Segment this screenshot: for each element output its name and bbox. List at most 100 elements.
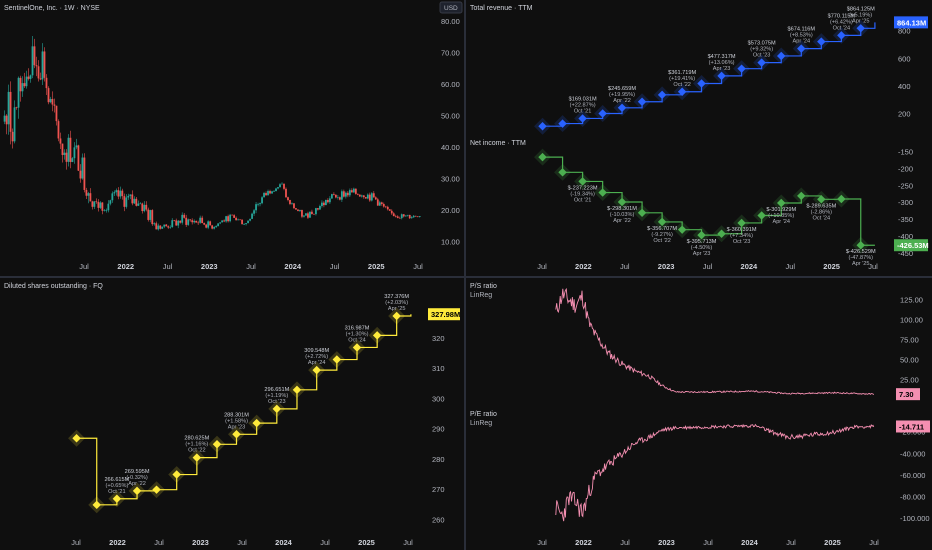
candle-body (105, 210, 108, 211)
time-tick-label: Jul (320, 538, 330, 547)
candle-body (352, 188, 355, 193)
candle-body (179, 220, 182, 223)
ps-pane[interactable]: P/S ratio LinReg 125.00 100.00 75.00 50.00 25.… (466, 278, 932, 406)
candle-body (392, 213, 395, 217)
data-point-marker (717, 229, 726, 238)
data-point-marker (817, 37, 826, 46)
candle-body (406, 214, 409, 216)
date-label: Oct '22 (188, 448, 206, 454)
candle-body (412, 215, 415, 218)
value-label: 269.595M (125, 469, 150, 475)
value-tick-label: -40.000 (900, 449, 925, 458)
time-tick-label: 2025 (824, 538, 841, 547)
horizontal-divider[interactable] (0, 276, 932, 278)
ps-ratio-chart[interactable]: P/S ratio LinReg 125.00 100.00 75.00 50.00 25.… (466, 278, 932, 406)
candle-body (99, 202, 102, 208)
candle-body (217, 223, 220, 227)
candle-body (229, 214, 232, 222)
candle-body (75, 145, 78, 148)
data-point-marker (797, 44, 806, 53)
value-tick-label: 200 (898, 110, 911, 119)
candle-body (247, 220, 249, 224)
candle-body (57, 121, 60, 139)
candle-body (233, 215, 235, 218)
date-label: Apr '24 (793, 39, 811, 45)
candle-body (285, 188, 287, 198)
candle-body (408, 214, 411, 219)
date-label: Oct '24 (348, 337, 366, 343)
candle-body (344, 192, 347, 197)
date-label: Apr '22 (128, 481, 146, 487)
indicator-title: Diluted shares outstanding · FQ (4, 283, 103, 290)
candle-body (249, 218, 251, 221)
candle-body (223, 220, 226, 222)
candle-body (23, 83, 26, 87)
change-label: (+1.58%) (225, 418, 248, 424)
data-point-marker (737, 64, 746, 73)
candle-body (293, 203, 295, 209)
data-point-marker (538, 152, 547, 162)
time-tick-label: Jul (703, 538, 713, 547)
time-tick-label: 2024 (275, 538, 293, 547)
candle-body (400, 214, 403, 219)
ratio-line (555, 287, 875, 396)
pe-ratio-chart[interactable]: P/E ratioLinReg-20.000-40.000-60.000-80.… (466, 406, 932, 550)
candle-body (334, 194, 337, 198)
change-label: (+13.06%) (709, 60, 735, 66)
indicator-title: P/S ratio (470, 283, 497, 290)
value-tick-label: 600 (898, 54, 911, 63)
value-label: $-360.391M (727, 227, 757, 233)
change-label: (+1.16%) (185, 442, 208, 448)
time-tick-label: Jul (413, 262, 423, 271)
candle-body (103, 210, 106, 211)
value-tick-label: -400 (898, 232, 913, 241)
date-label: Oct '24 (813, 215, 831, 221)
change-label: (+6.42%) (830, 19, 853, 25)
pe-pane[interactable]: P/E ratioLinReg-20.000-40.000-60.000-80.… (466, 406, 932, 550)
candle-body (342, 191, 345, 197)
candle-body (71, 158, 74, 162)
candle-body (396, 216, 399, 218)
data-point-marker (617, 197, 627, 207)
shares-chart[interactable]: Diluted shares outstanding · FQ 320 310 300… (0, 278, 464, 550)
candle-body (21, 83, 24, 92)
candle-body (265, 193, 267, 196)
value-tick-label: -100.000 (900, 514, 930, 523)
candle-body (79, 170, 82, 179)
revenue-pane[interactable]: Total revenue · TTM 800 600 400 200 $169.031M… (466, 0, 932, 135)
shares-pane[interactable]: Diluted shares outstanding · FQ 320 310 300… (0, 278, 464, 550)
last-value-text: -426.53M (897, 241, 929, 250)
candle-body (47, 88, 50, 103)
candle-body (17, 77, 20, 108)
value-tick-label: 270 (432, 485, 445, 494)
candle-body (350, 190, 353, 193)
candle-body (165, 224, 168, 227)
netincome-pane[interactable]: Net income · TTM -150 -200 -250 -300 -350 -400… (466, 135, 932, 276)
candle-body (356, 193, 359, 195)
change-label: (+10.85%) (768, 213, 794, 219)
candle-body (269, 191, 271, 194)
price-pane[interactable]: SentinelOne, Inc. · 1W · NYSE USD 80.00 70.… (0, 0, 464, 276)
data-point-marker (717, 71, 726, 81)
candle-body (19, 77, 22, 92)
value-label: 327.376M (384, 294, 409, 300)
candle-body (243, 224, 245, 225)
change-label: (+5.19%) (849, 12, 872, 18)
value-tick-label: 290 (432, 425, 445, 434)
candle-body (321, 202, 323, 207)
candle-body (185, 217, 188, 225)
revenue-chart[interactable]: Total revenue · TTM 800 600 400 200 $169.031M… (466, 0, 932, 135)
candle-body (51, 98, 54, 105)
net-income-chart[interactable]: Net income · TTM -150 -200 -250 -300 -350 -400… (466, 135, 932, 276)
candle-body (35, 65, 38, 67)
price-chart[interactable]: SentinelOne, Inc. · 1W · NYSE USD 80.00 70.… (0, 0, 464, 276)
price-tick-label: 70.00 (441, 49, 460, 58)
candle-body (368, 194, 371, 201)
candle-body (111, 193, 114, 201)
data-point-marker (737, 218, 746, 228)
candle-body (139, 203, 142, 205)
candle-body (241, 219, 243, 225)
time-tick-label: 2024 (741, 538, 759, 547)
vertical-divider[interactable] (464, 0, 466, 550)
candle-body (366, 194, 369, 199)
